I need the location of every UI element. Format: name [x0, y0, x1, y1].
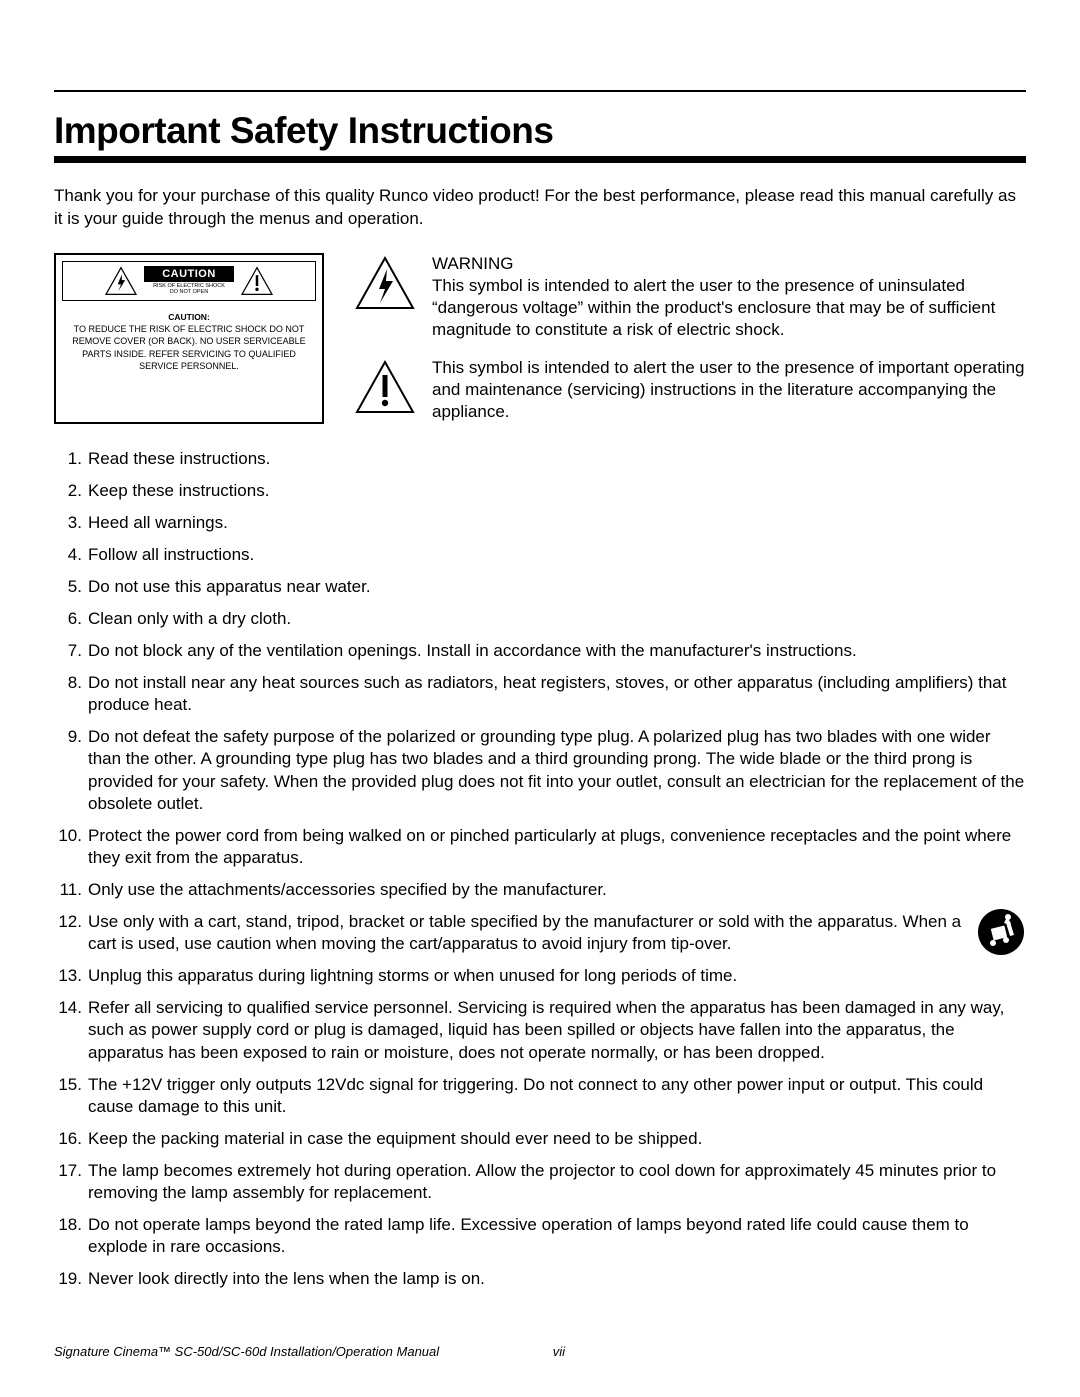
exclaim-desc: This symbol is intended to alert the use… — [432, 357, 1026, 423]
caution-body-text: TO REDUCE THE RISK OF ELECTRIC SHOCK DO … — [72, 324, 305, 370]
top-rule — [54, 90, 1026, 92]
instruction-item: Do not block any of the ventilation open… — [54, 640, 1026, 662]
instruction-text: The +12V trigger only outputs 12Vdc sign… — [88, 1075, 983, 1116]
exclamation-icon — [240, 266, 274, 296]
instruction-item: Follow all instructions. — [54, 544, 1026, 566]
instruction-item: Protect the power cord from being walked… — [54, 825, 1026, 869]
caution-box: CAUTION RISK OF ELECTRIC SHOCK DO NOT OP… — [54, 253, 324, 424]
shock-icon — [104, 266, 138, 296]
instruction-text: Use only with a cart, stand, tripod, bra… — [88, 912, 961, 953]
caution-center: CAUTION RISK OF ELECTRIC SHOCK DO NOT OP… — [144, 266, 234, 295]
caution-body: CAUTION: TO REDUCE THE RISK OF ELECTRIC … — [62, 307, 316, 374]
instruction-item: Do not install near any heat sources suc… — [54, 672, 1026, 716]
instruction-text: Do not install near any heat sources suc… — [88, 673, 1006, 714]
warning-label: WARNING — [432, 253, 1026, 275]
instruction-text: Keep these instructions. — [88, 481, 269, 500]
instruction-text: Do not operate lamps beyond the rated la… — [88, 1215, 969, 1256]
instruction-text: Only use the attachments/accessories spe… — [88, 880, 607, 899]
symbol-row: CAUTION RISK OF ELECTRIC SHOCK DO NOT OP… — [54, 253, 1026, 424]
shock-icon — [354, 255, 416, 311]
caution-sub: RISK OF ELECTRIC SHOCK DO NOT OPEN — [153, 283, 225, 295]
instruction-text: Follow all instructions. — [88, 545, 254, 564]
instruction-text: Unplug this apparatus during lightning s… — [88, 966, 737, 985]
instruction-item: Use only with a cart, stand, tripod, bra… — [54, 911, 1026, 955]
cart-tip-icon — [976, 907, 1026, 957]
shock-symbol-item: WARNING This symbol is intended to alert… — [354, 253, 1026, 341]
instruction-item: Heed all warnings. — [54, 512, 1026, 534]
caution-label: CAUTION — [144, 266, 234, 282]
footer: Signature Cinema™ SC-50d/SC-60d Installa… — [54, 1344, 1026, 1359]
instruction-text: Read these instructions. — [88, 449, 270, 468]
instruction-item: Do not defeat the safety purpose of the … — [54, 726, 1026, 814]
instruction-text: The lamp becomes extremely hot during op… — [88, 1161, 996, 1202]
title-underline — [54, 156, 1026, 163]
footer-text: Signature Cinema™ SC-50d/SC-60d Installa… — [54, 1344, 439, 1359]
exclaim-symbol-item: This symbol is intended to alert the use… — [354, 357, 1026, 423]
instruction-item: Read these instructions. — [54, 448, 1026, 470]
shock-desc: This symbol is intended to alert the use… — [432, 276, 995, 339]
instruction-item: Keep these instructions. — [54, 480, 1026, 502]
instruction-text: Refer all servicing to qualified service… — [88, 998, 1004, 1061]
shock-text: WARNING This symbol is intended to alert… — [432, 253, 1026, 341]
instruction-text: Never look directly into the lens when t… — [88, 1269, 485, 1288]
instruction-item: Do not operate lamps beyond the rated la… — [54, 1214, 1026, 1258]
instruction-item: Never look directly into the lens when t… — [54, 1268, 1026, 1290]
caution-body-head: CAUTION: — [168, 312, 210, 322]
intro-paragraph: Thank you for your purchase of this qual… — [54, 185, 1026, 231]
instruction-item: Keep the packing material in case the eq… — [54, 1128, 1026, 1150]
symbol-descriptions: WARNING This symbol is intended to alert… — [354, 253, 1026, 424]
instruction-text: Heed all warnings. — [88, 513, 228, 532]
page-title: Important Safety Instructions — [54, 110, 1026, 152]
instruction-item: Unplug this apparatus during lightning s… — [54, 965, 1026, 987]
instruction-list: Read these instructions. Keep these instr… — [54, 448, 1026, 1291]
instruction-text: Clean only with a dry cloth. — [88, 609, 291, 628]
instruction-text: Do not block any of the ventilation open… — [88, 641, 857, 660]
instruction-item: The +12V trigger only outputs 12Vdc sign… — [54, 1074, 1026, 1118]
instruction-text: Do not defeat the safety purpose of the … — [88, 727, 1024, 812]
instruction-item: Only use the attachments/accessories spe… — [54, 879, 1026, 901]
instruction-text: Keep the packing material in case the eq… — [88, 1129, 702, 1148]
exclamation-icon — [354, 359, 416, 415]
page-number: vii — [553, 1344, 565, 1359]
instruction-item: Clean only with a dry cloth. — [54, 608, 1026, 630]
caution-box-header: CAUTION RISK OF ELECTRIC SHOCK DO NOT OP… — [62, 261, 316, 301]
instruction-item: The lamp becomes extremely hot during op… — [54, 1160, 1026, 1204]
instruction-text: Do not use this apparatus near water. — [88, 577, 371, 596]
instruction-item: Refer all servicing to qualified service… — [54, 997, 1026, 1063]
instruction-item: Do not use this apparatus near water. — [54, 576, 1026, 598]
instruction-text: Protect the power cord from being walked… — [88, 826, 1011, 867]
